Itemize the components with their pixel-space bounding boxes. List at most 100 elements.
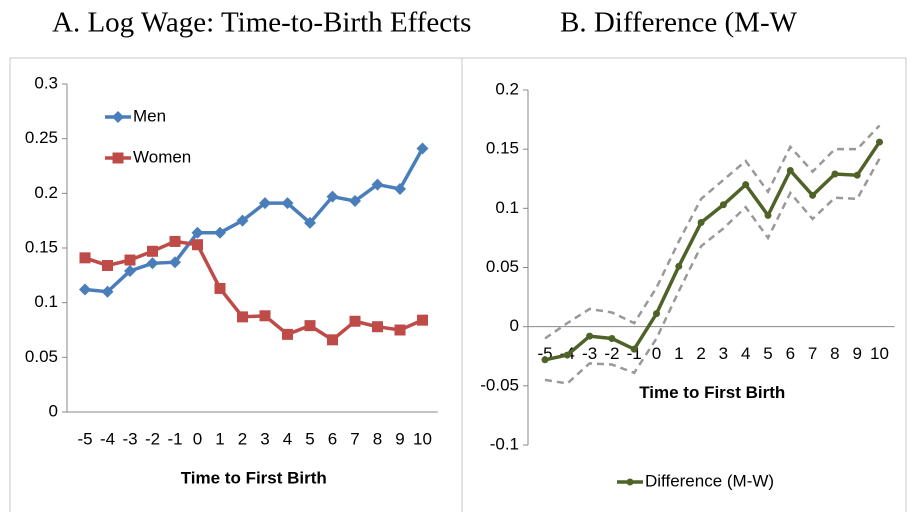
- marker: [653, 310, 660, 318]
- x-tick-label: 3: [719, 344, 728, 363]
- y-tick-label: 0.1: [495, 198, 519, 217]
- marker: [236, 214, 249, 227]
- marker: [349, 194, 361, 207]
- marker: [786, 166, 794, 174]
- marker: [394, 324, 406, 336]
- y-tick-label: 0.05: [486, 257, 519, 276]
- x-tick-label: -1: [167, 429, 182, 448]
- legend-label: Women: [133, 147, 191, 166]
- marker: [259, 310, 271, 322]
- series-line: [544, 158, 881, 385]
- x-tick-label: 9: [852, 344, 861, 363]
- legend-marker: [112, 152, 124, 164]
- x-tick-label: 1: [215, 429, 224, 448]
- x-tick-label: 5: [305, 429, 314, 448]
- x-tick-label: 7: [808, 344, 817, 363]
- marker: [417, 314, 428, 326]
- marker: [675, 262, 683, 270]
- y-tick-label: 0.05: [25, 347, 58, 366]
- marker: [630, 345, 638, 353]
- marker: [304, 320, 316, 332]
- x-tick-label: -2: [604, 344, 619, 363]
- x-tick-label: 10: [870, 344, 889, 363]
- x-tick-label: 8: [830, 344, 839, 363]
- x-tick-label: 2: [238, 429, 247, 448]
- y-tick-label: 0.15: [25, 237, 58, 256]
- marker: [147, 245, 158, 257]
- y-tick-label: 0: [510, 316, 519, 335]
- marker: [237, 311, 248, 323]
- marker: [394, 182, 406, 195]
- marker: [259, 197, 271, 210]
- marker: [372, 321, 383, 333]
- x-tick-label: 6: [328, 429, 337, 448]
- y-tick-label: -0.1: [490, 434, 519, 453]
- x-tick-label: 4: [741, 344, 750, 363]
- series-line: [544, 141, 881, 362]
- marker: [541, 356, 549, 364]
- x-tick-label: -3: [122, 429, 137, 448]
- marker: [563, 351, 571, 359]
- x-tick-label: -5: [77, 429, 92, 448]
- x-tick-label: 2: [696, 344, 705, 363]
- y-tick-label: 0.2: [495, 79, 519, 98]
- marker: [101, 285, 114, 298]
- y-tick-label: 0.25: [25, 128, 58, 147]
- x-axis-title: Time to First Birth: [181, 468, 327, 487]
- legend-label: Men: [133, 106, 166, 125]
- x-tick-label: 6: [786, 344, 795, 363]
- chart-title: B. Difference (M-W: [560, 7, 798, 39]
- series-line: [84, 239, 424, 342]
- x-tick-label: 10: [413, 429, 432, 448]
- marker: [697, 219, 705, 227]
- x-tick-label: 0: [652, 344, 661, 363]
- marker: [214, 282, 226, 294]
- x-tick-label: -4: [100, 429, 115, 448]
- x-tick-label: 5: [763, 344, 772, 363]
- marker: [124, 264, 136, 277]
- marker: [719, 201, 727, 209]
- marker: [371, 178, 384, 191]
- y-tick-label: 0.2: [34, 183, 58, 202]
- marker: [764, 211, 772, 219]
- marker: [282, 328, 293, 340]
- marker: [304, 216, 316, 229]
- x-axis-title: Time to First Birth: [639, 383, 785, 402]
- marker: [281, 197, 294, 210]
- marker: [124, 254, 136, 266]
- x-tick-label: 4: [283, 429, 292, 448]
- marker: [853, 171, 861, 179]
- legend-marker: [112, 111, 124, 123]
- marker: [146, 257, 159, 270]
- x-tick-label: 0: [193, 429, 202, 448]
- marker: [809, 191, 817, 199]
- x-tick-label: -3: [582, 344, 597, 363]
- y-tick-label: 0.15: [486, 139, 519, 158]
- marker: [876, 138, 883, 146]
- y-tick-label: 0.1: [34, 292, 58, 311]
- marker: [192, 239, 203, 251]
- marker: [349, 315, 361, 327]
- series-line: [544, 124, 881, 340]
- chart-title: A. Log Wage: Time-to-Birth Effects: [52, 7, 471, 39]
- marker: [742, 181, 750, 189]
- legend-label: Difference (M-W): [645, 471, 774, 490]
- marker: [214, 226, 226, 239]
- marker: [831, 170, 839, 178]
- marker: [169, 235, 181, 247]
- marker: [79, 252, 91, 264]
- x-tick-label: 1: [674, 344, 683, 363]
- marker: [102, 259, 113, 271]
- panel-border: [461, 57, 907, 512]
- y-tick-label: -0.05: [480, 375, 519, 394]
- marker: [169, 256, 181, 269]
- x-tick-label: 7: [350, 429, 359, 448]
- marker: [586, 332, 594, 340]
- legend-marker: [626, 478, 634, 486]
- x-tick-label: 9: [395, 429, 404, 448]
- marker: [326, 190, 339, 203]
- x-tick-label: 8: [373, 429, 382, 448]
- y-tick-label: 0: [49, 401, 58, 420]
- y-tick-label: 0.3: [34, 73, 58, 92]
